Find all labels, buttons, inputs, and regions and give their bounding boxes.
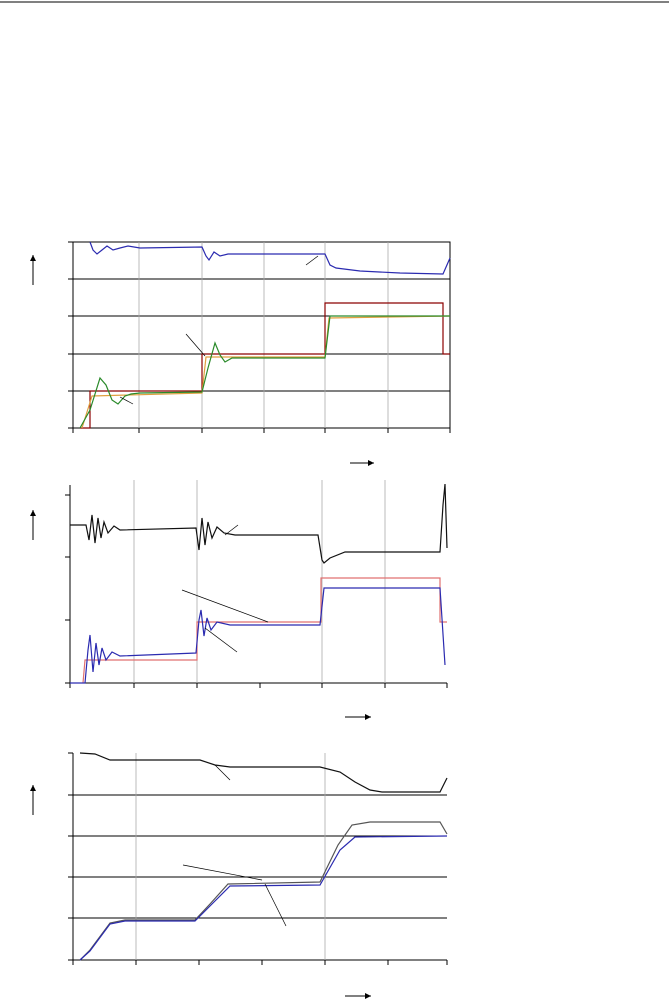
plot-frame (72, 241, 451, 429)
curve (79, 315, 450, 429)
figure-line (181, 589, 269, 623)
figure-line (204, 627, 238, 653)
plot-frame (69, 485, 447, 684)
curve (70, 587, 446, 684)
grid (68, 752, 448, 965)
curve (79, 821, 448, 961)
plot-frame (72, 753, 447, 961)
figure-line (68, 241, 451, 433)
curve (79, 752, 448, 793)
figure-line (305, 255, 319, 266)
figure-line (68, 752, 448, 965)
curve (80, 302, 450, 429)
curve (89, 241, 451, 275)
grid (65, 480, 448, 688)
figure-line (264, 883, 287, 927)
curve (81, 315, 451, 429)
figure-line (224, 524, 239, 536)
figure-line (182, 864, 263, 881)
curve (70, 483, 448, 564)
curve (82, 577, 447, 684)
plot-3 (30, 752, 448, 999)
plot-2 (30, 480, 448, 720)
figure-line (65, 494, 448, 688)
figure-line (185, 333, 206, 357)
curve (79, 835, 448, 961)
plot-1 (30, 241, 451, 466)
figure-line (214, 764, 231, 781)
grid (68, 241, 451, 433)
figure-line (119, 396, 134, 405)
